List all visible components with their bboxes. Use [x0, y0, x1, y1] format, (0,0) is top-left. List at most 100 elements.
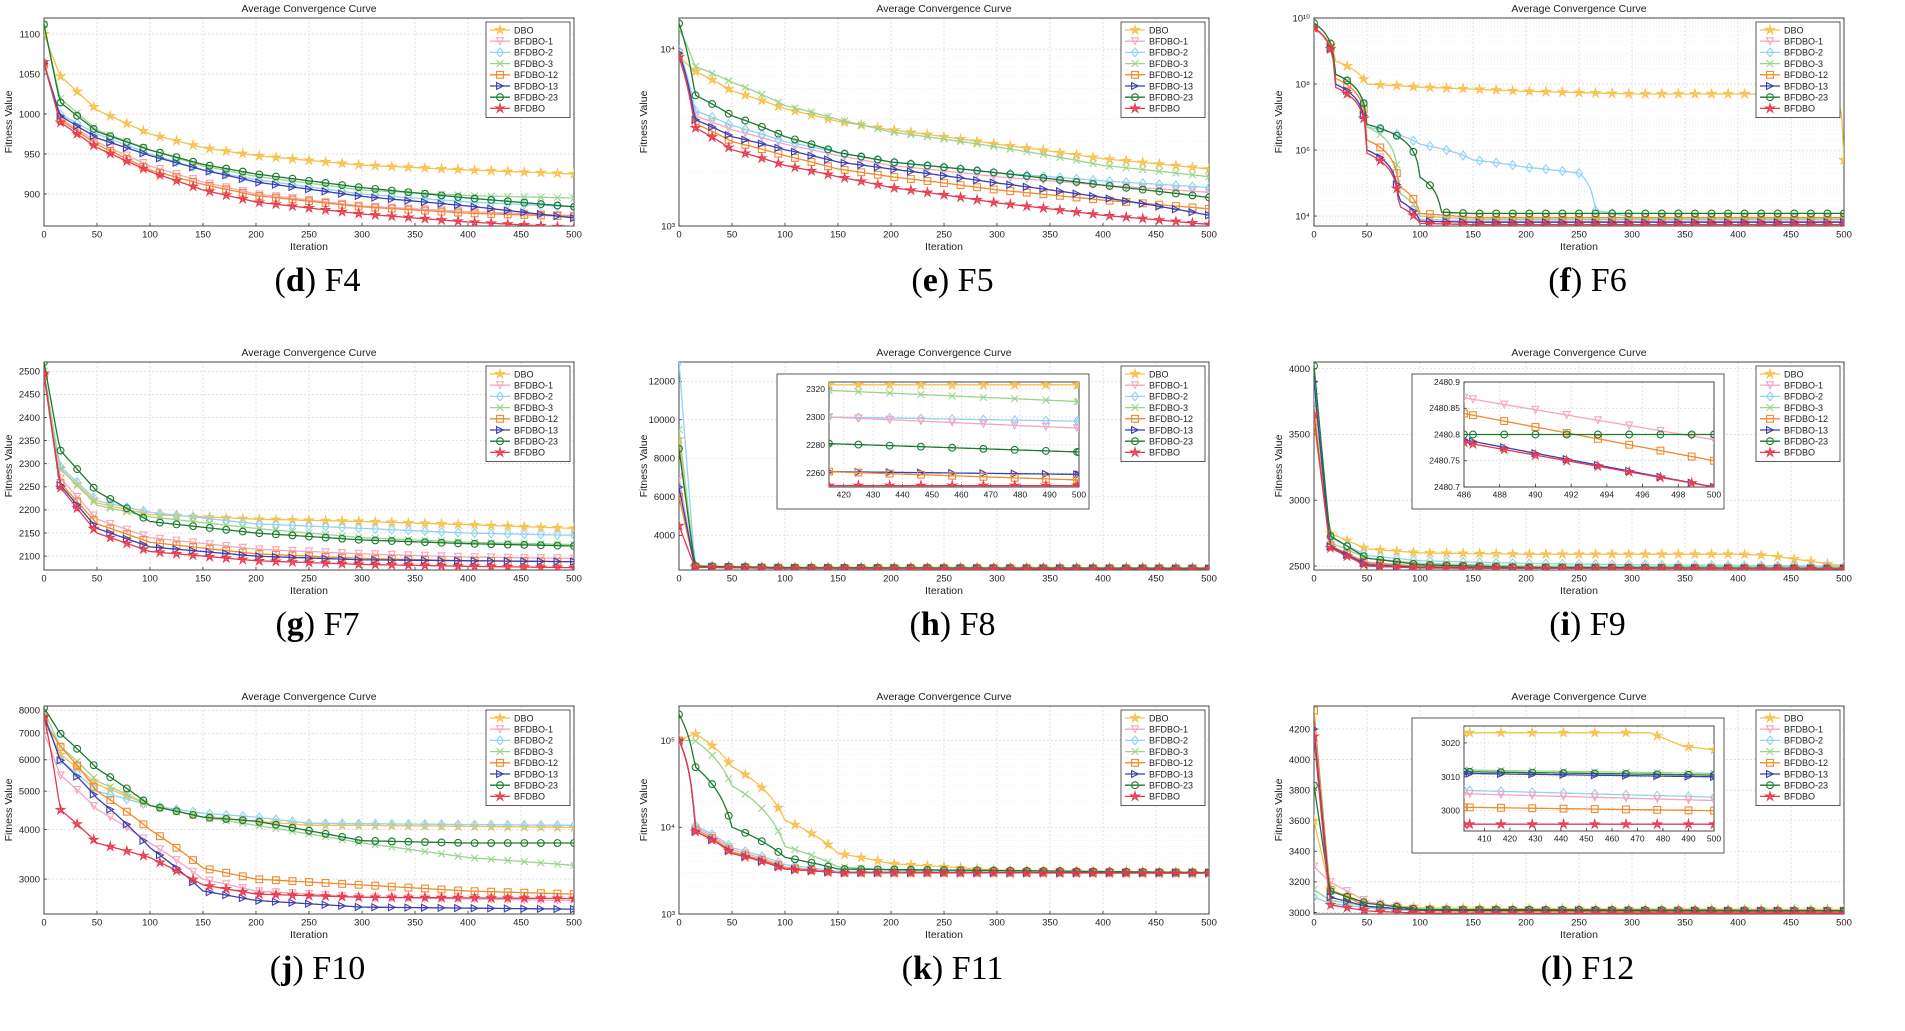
f7-point-BFDBO-24: [435, 559, 448, 570]
f4-point-BFDBO-22: [402, 211, 415, 223]
f7-line-BFDBO-1: [44, 375, 574, 560]
f12-inset-point-DBO-5: [1588, 726, 1601, 738]
f12-inset-point-BFDBO-2-3: [1528, 786, 1537, 798]
f6-x-tick-label-8: 400: [1730, 230, 1746, 241]
f8-point-BFDBO-23: [1053, 562, 1067, 570]
f12-x-tick-label-4: 200: [1518, 918, 1534, 929]
f10-point-BFDBO-6: [137, 849, 150, 862]
f12-point-BFDBO-17: [1589, 906, 1602, 914]
f11-point-BFDBO-29: [1153, 866, 1166, 879]
f6-point-DBO-13: [1523, 84, 1536, 97]
f5-point-BFDBO-2-17: [956, 163, 965, 175]
f7-point-BFDBO-6: [137, 542, 150, 555]
f9-point-DBO-24: [1705, 547, 1718, 560]
f4-point-BFDBO-13-23: [420, 197, 430, 207]
f8-point-BFDBO-4: [739, 561, 752, 570]
f12-inset-x-tick-label-1: 420: [1503, 834, 1517, 844]
f7-x-tick-label-6: 300: [354, 574, 370, 585]
f5-point-BFDBO-23-18: [973, 166, 982, 175]
f12-x-tick-label-10: 500: [1836, 918, 1852, 929]
f10-point-BFDBO-23-21: [387, 837, 396, 846]
f5-x-tick-label-3: 150: [830, 230, 846, 241]
f4-point-BFDBO-13-32: [570, 213, 574, 223]
f8-inset-point-BFDBO-23-0: [829, 439, 833, 448]
caption-f7: (g) F7: [275, 606, 360, 643]
f7-point-DBO-11: [220, 511, 233, 524]
f9-y-tick-label-2: 3500: [1289, 430, 1310, 441]
f4-legend-marker-BFDBO-23: [496, 93, 504, 102]
f4-point-BFDBO-14: [269, 197, 283, 210]
f7-point-DBO-30: [534, 520, 548, 533]
f10-point-BFDBO-2-31: [553, 819, 562, 831]
f12-point-BFDBO-20: [1639, 906, 1652, 914]
f7-point-BFDBO-1-12: [238, 543, 248, 553]
f9-point-BFDBO-6: [1407, 561, 1420, 570]
f8-inset-point-BFDBO-1: [852, 479, 865, 487]
f10-legend-label-BFDBO-23: BFDBO-23: [514, 781, 558, 791]
f5-legend-label-BFDBO-12: BFDBO-12: [1149, 70, 1193, 80]
f7-point-BFDBO-3-28: [503, 539, 512, 547]
f5-point-BFDBO-5: [755, 151, 768, 164]
f4-point-BFDBO-4: [104, 147, 117, 159]
f11-point-BFDBO-3-5: [758, 804, 766, 813]
f10-point-BFDBO-23-31: [553, 839, 562, 847]
f10-legend-marker-DBO: [493, 711, 507, 724]
f9-point-BFDBO-17: [1589, 562, 1602, 570]
f8-inset-point-BFDBO-1-6: [1010, 421, 1019, 430]
f5-point-BFDBO-23-29: [1155, 187, 1164, 196]
f10-point-BFDBO-13-21: [387, 903, 397, 912]
f11-point-BFDBO-30: [1169, 866, 1183, 879]
f10-point-BFDBO-3-27: [487, 855, 495, 864]
f4-point-BFDBO-7: [153, 168, 167, 181]
f5-point-BFDBO-2-32: [1204, 182, 1209, 193]
f6-point-BFDBO-5: [1390, 181, 1403, 194]
f9-inset-series-BFDBO-1: [1464, 393, 1714, 445]
f8-point-BFDBO-2-24: [1072, 562, 1081, 570]
f8-inset-x-tick-label-7: 490: [1042, 490, 1056, 500]
f12-inset-line-BFDBO-12: [1464, 806, 1714, 812]
f9-legend-label-BFDBO-23: BFDBO-23: [1784, 437, 1828, 447]
f7-point-BFDBO-27: [485, 560, 498, 570]
f7-point-BFDBO-23-13: [255, 529, 264, 538]
f4-point-BFDBO-2: [71, 127, 84, 140]
f5-series-BFDBO-3: [679, 25, 1209, 181]
f5-x-tick-label-10: 500: [1201, 230, 1217, 241]
f4-y-tick-label-2: 1000: [19, 109, 40, 120]
f7-point-BFDBO-23-5: [122, 504, 131, 513]
f9-x-tick-label-8: 400: [1730, 574, 1746, 585]
f10-point-BFDBO-2-25: [453, 819, 463, 830]
f5-point-BFDBO-13-11: [857, 160, 866, 170]
f8-inset-series-BFDBO-1: [829, 413, 1079, 433]
f8-point-BFDBO-17: [954, 562, 967, 570]
f11-legend-label-BFDBO: BFDBO: [1149, 792, 1180, 802]
f6-legend-marker-BFDBO-23: [1766, 93, 1774, 102]
f10-point-BFDBO-12-14: [271, 876, 280, 885]
f5-point-BFDBO-3-22: [1039, 150, 1048, 159]
f8-legend-marker-BFDBO-13: [1131, 425, 1140, 435]
f4-point-BFDBO-13-30: [536, 209, 546, 219]
f11-point-BFDBO-11: [855, 866, 868, 878]
f8-x-tick-label-7: 350: [1042, 574, 1058, 585]
f6-point-BFDBO-17: [1589, 218, 1602, 226]
f4-point-DBO-1: [54, 69, 67, 82]
f4-point-DBO-19: [352, 158, 365, 171]
f4-point-BFDBO-3-21: [388, 187, 396, 196]
f7-legend-label-BFDBO-23: BFDBO-23: [514, 437, 558, 447]
f12-inset-point-BFDBO-2-8: [1684, 791, 1693, 802]
f12-inset-point-BFDBO-12-5: [1590, 805, 1599, 814]
f10-point-BFDBO-13-26: [470, 903, 480, 913]
f5-point-BFDBO-2-15: [923, 160, 932, 171]
f9-inset-point-BFDBO-1-8: [1687, 432, 1696, 441]
f10-point-BFDBO-12-2: [73, 761, 82, 770]
f10-point-BFDBO-2-23: [420, 818, 430, 830]
f8-point-BFDBO-24: [1070, 562, 1083, 570]
f4-point-BFDBO-1-20: [370, 202, 380, 212]
f10-point-BFDBO-13-11: [222, 890, 231, 900]
f11-point-BFDBO-24: [1070, 866, 1083, 879]
f9-x-tick-label-6: 300: [1624, 574, 1640, 585]
f8-x-tick-label-3: 150: [830, 574, 846, 585]
f5-point-BFDBO-2-11: [857, 151, 866, 162]
f6-point-BFDBO-2-6: [1409, 135, 1418, 146]
f10-point-BFDBO-3-25: [454, 852, 462, 860]
f4-line-BFDBO-13: [44, 63, 574, 219]
